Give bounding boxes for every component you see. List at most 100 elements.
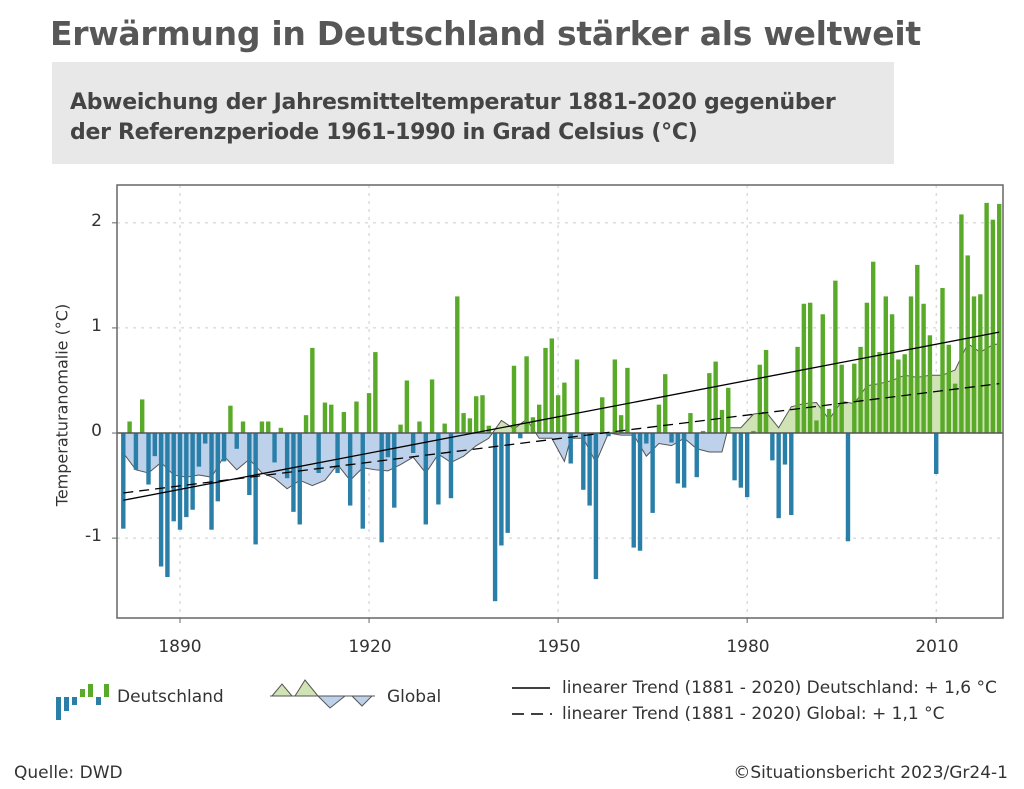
bar-1959 — [612, 359, 618, 434]
bar-1980 — [744, 433, 750, 498]
bar-1944 — [518, 433, 523, 439]
bar-1938 — [480, 395, 485, 434]
bar-1881 — [121, 433, 126, 529]
bar-2014 — [959, 214, 964, 434]
bar-1888 — [165, 433, 170, 578]
bar-1919 — [360, 433, 365, 529]
legend-label-trend-deutschland: linearer Trend (1881 - 2020) Deutschland… — [562, 678, 997, 698]
bar-1882 — [127, 421, 132, 434]
bar-1986 — [782, 433, 788, 465]
bar-1886 — [152, 433, 158, 457]
bar-2002 — [883, 296, 888, 434]
bar-1954 — [581, 433, 586, 490]
bar-1955 — [587, 433, 592, 506]
bar-1958 — [606, 433, 611, 437]
bar-1891 — [184, 433, 189, 518]
bar-1893 — [196, 433, 202, 467]
bar-1973 — [700, 430, 706, 434]
x-tick-label: 2010 — [915, 637, 959, 657]
bar-1965 — [650, 433, 655, 513]
bar-1927 — [410, 433, 416, 453]
bar-1900 — [240, 421, 246, 434]
x-tick-label: 1950 — [537, 637, 581, 657]
bar-1925 — [398, 424, 403, 434]
bar-1961 — [625, 367, 630, 434]
bar-1999 — [864, 302, 870, 434]
bar-1963 — [637, 433, 643, 551]
bar-2001 — [877, 352, 882, 434]
bar-1967 — [663, 374, 668, 434]
bar-1983 — [763, 350, 769, 434]
bar-2009 — [927, 335, 933, 434]
bar-1968 — [669, 433, 674, 443]
bar-2008 — [921, 303, 926, 434]
bar-1883 — [133, 433, 139, 470]
chart-subtitle: Abweichung der Jahresmitteltemperatur 18… — [70, 88, 836, 148]
bar-2005 — [902, 354, 907, 434]
bar-1976 — [719, 409, 725, 434]
bar-1996 — [845, 433, 851, 542]
trend-line-deutschland — [123, 331, 1000, 501]
bar-1897 — [221, 433, 227, 462]
bar-1942 — [505, 433, 510, 533]
bar-1978 — [732, 433, 737, 481]
bar-1899 — [234, 433, 239, 449]
bar-1962 — [631, 433, 636, 548]
bar-1913 — [322, 402, 328, 434]
bar-1896 — [215, 433, 221, 502]
bar-1971 — [688, 413, 693, 434]
bar-1940 — [492, 433, 498, 602]
bar-1972 — [694, 433, 699, 478]
bar-1995 — [839, 364, 844, 434]
bar-1960 — [618, 415, 624, 434]
bar-1884 — [140, 399, 145, 434]
bar-1950 — [555, 395, 561, 434]
bar-1916 — [341, 412, 347, 434]
bar-1904 — [266, 421, 271, 434]
copyright-note: ©Situationsbericht 2023/Gr24-1 — [733, 763, 1008, 783]
bar-1905 — [272, 433, 277, 463]
bar-2015 — [965, 255, 970, 434]
bar-1974 — [707, 373, 712, 434]
bar-1922 — [379, 433, 384, 543]
legend-label-trend-global: linearer Trend (1881 - 2020) Global: + 1… — [562, 704, 945, 724]
bar-1926 — [404, 380, 410, 434]
bar-1987 — [789, 433, 794, 516]
bar-1906 — [278, 427, 284, 434]
bar-1939 — [486, 425, 491, 434]
bar-1948 — [543, 347, 548, 434]
bar-1935 — [461, 413, 466, 434]
bar-1890 — [177, 433, 183, 530]
bar-1908 — [291, 433, 296, 512]
bar-1923 — [385, 433, 391, 458]
bar-1949 — [549, 338, 555, 434]
bar-1937 — [473, 396, 479, 434]
subtitle-box: Abweichung der Jahresmitteltemperatur 18… — [52, 62, 894, 164]
plot-frame — [116, 184, 1004, 619]
source-note: Quelle: DWD — [14, 763, 123, 783]
y-tick-label: 0 — [91, 421, 102, 441]
bar-1985 — [776, 433, 781, 519]
bar-1993 — [826, 408, 832, 434]
bar-1977 — [726, 387, 731, 434]
bar-1994 — [833, 280, 838, 434]
bar-1909 — [297, 433, 302, 525]
bar-1988 — [795, 346, 800, 434]
y-tick-label: -1 — [85, 526, 102, 546]
bar-2006 — [908, 296, 914, 434]
bar-1992 — [820, 314, 825, 434]
bar-1946 — [530, 417, 536, 434]
bar-1931 — [436, 433, 441, 505]
bar-2007 — [915, 264, 920, 434]
bar-1947 — [537, 404, 542, 434]
bar-1902 — [253, 433, 258, 545]
bar-2018 — [984, 202, 989, 434]
bar-2017 — [978, 294, 983, 434]
bar-1982 — [757, 364, 762, 434]
x-tick-label: 1980 — [726, 637, 770, 657]
bar-1933 — [448, 433, 454, 499]
bar-1970 — [681, 433, 687, 488]
bar-1953 — [574, 359, 580, 434]
bar-1969 — [675, 433, 681, 484]
bar-1907 — [284, 433, 290, 479]
